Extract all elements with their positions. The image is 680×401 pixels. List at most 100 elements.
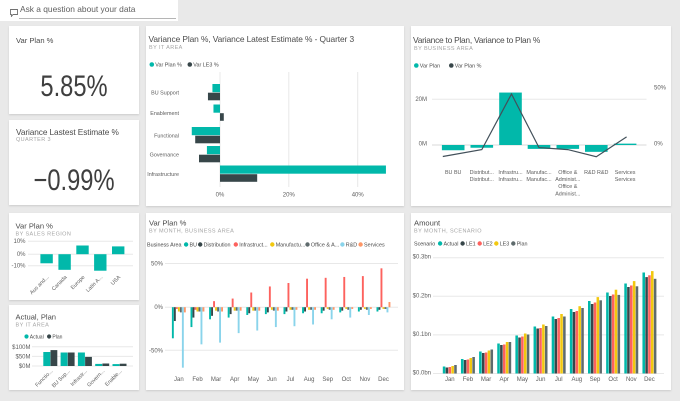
svg-text:Aug: Aug bbox=[571, 377, 582, 383]
svg-text:Services: Services bbox=[364, 243, 385, 249]
svg-text:0%: 0% bbox=[154, 305, 163, 311]
svg-text:Actual: Actual bbox=[30, 335, 44, 341]
svg-text:Mar: Mar bbox=[211, 377, 221, 383]
svg-text:Jan: Jan bbox=[174, 377, 184, 383]
svg-text:Sep: Sep bbox=[322, 377, 333, 383]
svg-text:Amount: Amount bbox=[414, 219, 441, 228]
svg-text:BU Sup...: BU Sup... bbox=[51, 369, 72, 390]
svg-text:Var Plan: Var Plan bbox=[420, 64, 440, 70]
svg-text:Sep: Sep bbox=[590, 377, 601, 383]
svg-text:BY SALES REGION: BY SALES REGION bbox=[16, 232, 72, 238]
svg-text:Variance to Plan, Variance to: Variance to Plan, Variance to Plan % bbox=[413, 35, 541, 45]
svg-text:$0M: $0M bbox=[19, 364, 31, 370]
svg-text:Oct: Oct bbox=[342, 377, 352, 383]
svg-text:USA: USA bbox=[110, 274, 122, 286]
svg-text:0M: 0M bbox=[419, 142, 427, 148]
svg-text:R&D R&D: R&D R&D bbox=[584, 170, 608, 176]
svg-text:Services: Services bbox=[615, 177, 636, 183]
svg-text:$0.0bn: $0.0bn bbox=[413, 371, 431, 377]
svg-text:Infrastruct...: Infrastruct... bbox=[239, 243, 267, 249]
svg-text:Feb: Feb bbox=[192, 377, 203, 383]
svg-text:Enablement: Enablement bbox=[150, 111, 179, 117]
svg-text:Jul: Jul bbox=[287, 377, 295, 383]
svg-text:50%: 50% bbox=[151, 262, 164, 268]
svg-text:Manufac...: Manufac... bbox=[526, 170, 551, 176]
svg-text:Variance Plan %, Variance Late: Variance Plan %, Variance Latest Estimat… bbox=[149, 34, 355, 44]
svg-text:BY IT AREA: BY IT AREA bbox=[149, 45, 183, 51]
svg-text:Govern...: Govern... bbox=[86, 369, 106, 389]
svg-text:$100M: $100M bbox=[12, 345, 30, 351]
svg-text:0%: 0% bbox=[654, 142, 663, 148]
svg-text:Nov: Nov bbox=[360, 377, 371, 383]
svg-text:BU BU: BU BU bbox=[445, 170, 462, 176]
svg-text:Actual, Plan: Actual, Plan bbox=[16, 313, 57, 322]
svg-text:Dec: Dec bbox=[378, 377, 389, 383]
svg-text:Administ...: Administ... bbox=[555, 191, 580, 197]
svg-text:Office & A...: Office & A... bbox=[311, 243, 339, 249]
svg-text:Apr: Apr bbox=[500, 377, 509, 383]
svg-text:20%: 20% bbox=[283, 193, 296, 199]
svg-text:0%: 0% bbox=[17, 252, 26, 258]
svg-text:Business Area: Business Area bbox=[147, 243, 181, 249]
svg-text:Functional: Functional bbox=[154, 134, 179, 140]
svg-text:Feb: Feb bbox=[463, 377, 474, 383]
svg-text:Var LE3 %: Var LE3 % bbox=[193, 63, 219, 69]
svg-text:Var Plan %: Var Plan % bbox=[149, 219, 187, 228]
svg-text:BY IT AREA: BY IT AREA bbox=[16, 323, 50, 329]
svg-text:LE2: LE2 bbox=[483, 242, 493, 248]
svg-text:Oct: Oct bbox=[608, 377, 618, 383]
svg-text:Var Plan %: Var Plan % bbox=[16, 222, 54, 231]
svg-text:Infrastru...: Infrastru... bbox=[498, 177, 522, 183]
svg-text:Canada: Canada bbox=[51, 275, 69, 293]
svg-text:10%: 10% bbox=[13, 239, 26, 245]
svg-text:$0.3bn: $0.3bn bbox=[413, 255, 431, 261]
svg-text:Distribut...: Distribut... bbox=[470, 170, 494, 176]
svg-text:Distribution: Distribution bbox=[204, 243, 231, 249]
svg-text:Plan: Plan bbox=[517, 242, 528, 248]
svg-text:-10%: -10% bbox=[11, 264, 26, 270]
svg-text:May: May bbox=[248, 377, 259, 383]
svg-text:BY MONTH, BUSINESS AREA: BY MONTH, BUSINESS AREA bbox=[149, 229, 234, 235]
svg-text:BY MONTH, SCENARIO: BY MONTH, SCENARIO bbox=[414, 229, 482, 235]
svg-text:Var Plan %: Var Plan % bbox=[455, 64, 482, 70]
svg-text:$0.2bn: $0.2bn bbox=[413, 293, 431, 299]
svg-text:$0.1bn: $0.1bn bbox=[413, 332, 431, 338]
svg-text:Governance: Governance bbox=[150, 153, 179, 159]
svg-text:$50M: $50M bbox=[15, 354, 30, 360]
svg-text:LE1: LE1 bbox=[466, 242, 476, 248]
svg-text:Administ...: Administ... bbox=[555, 177, 580, 183]
svg-text:Office &: Office & bbox=[558, 184, 577, 190]
svg-text:May: May bbox=[517, 377, 528, 383]
svg-text:R&D: R&D bbox=[346, 243, 357, 249]
svg-text:Enable...: Enable... bbox=[104, 369, 123, 388]
svg-text:Actual: Actual bbox=[444, 242, 459, 248]
svg-text:Aus and...: Aus and... bbox=[29, 275, 50, 296]
svg-text:Apr: Apr bbox=[230, 377, 239, 383]
svg-text:0%: 0% bbox=[216, 193, 225, 199]
svg-text:40%: 40% bbox=[352, 193, 365, 199]
svg-text:50%: 50% bbox=[654, 85, 667, 91]
svg-text:BU Support: BU Support bbox=[151, 91, 179, 97]
svg-text:Mar: Mar bbox=[481, 377, 491, 383]
svg-text:-50%: -50% bbox=[149, 348, 164, 354]
svg-text:Infrastru...: Infrastru... bbox=[498, 170, 522, 176]
svg-text:Jul: Jul bbox=[555, 377, 563, 383]
svg-text:Manufactu...: Manufactu... bbox=[276, 243, 306, 249]
svg-text:Nov: Nov bbox=[626, 377, 637, 383]
svg-text:Jun: Jun bbox=[536, 377, 546, 383]
svg-text:LE3: LE3 bbox=[500, 242, 510, 248]
svg-text:Scenario: Scenario bbox=[414, 242, 435, 248]
svg-text:Services: Services bbox=[615, 170, 636, 176]
svg-text:Jan: Jan bbox=[445, 377, 455, 383]
svg-text:20M: 20M bbox=[415, 97, 427, 103]
svg-text:Dec: Dec bbox=[644, 377, 655, 383]
svg-text:Jun: Jun bbox=[267, 377, 277, 383]
svg-text:Aug: Aug bbox=[304, 377, 315, 383]
svg-text:Manufac...: Manufac... bbox=[526, 177, 551, 183]
svg-text:Plan: Plan bbox=[52, 335, 62, 341]
svg-text:Latin A...: Latin A... bbox=[85, 275, 104, 294]
svg-text:Var Plan %: Var Plan % bbox=[155, 63, 182, 69]
svg-text:Europe: Europe bbox=[70, 275, 87, 292]
svg-text:Office &: Office & bbox=[558, 170, 577, 176]
svg-text:Infrastructure: Infrastructure bbox=[147, 172, 179, 178]
